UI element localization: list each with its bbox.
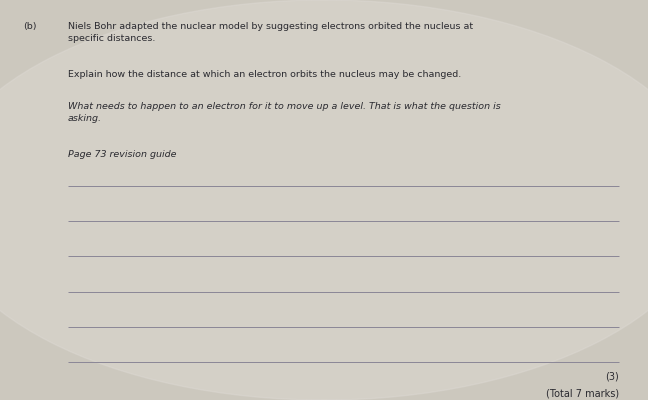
- Text: Niels Bohr adapted the nuclear model by suggesting electrons orbited the nucleus: Niels Bohr adapted the nuclear model by …: [68, 22, 473, 43]
- Text: (Total 7 marks): (Total 7 marks): [546, 389, 619, 399]
- Text: (b): (b): [23, 22, 36, 31]
- Text: Explain how the distance at which an electron orbits the nucleus may be changed.: Explain how the distance at which an ele…: [68, 70, 461, 79]
- Text: Page 73 revision guide: Page 73 revision guide: [68, 150, 176, 159]
- Text: What needs to happen to an electron for it to move up a level. That is what the : What needs to happen to an electron for …: [68, 102, 501, 123]
- Text: (3): (3): [605, 371, 619, 381]
